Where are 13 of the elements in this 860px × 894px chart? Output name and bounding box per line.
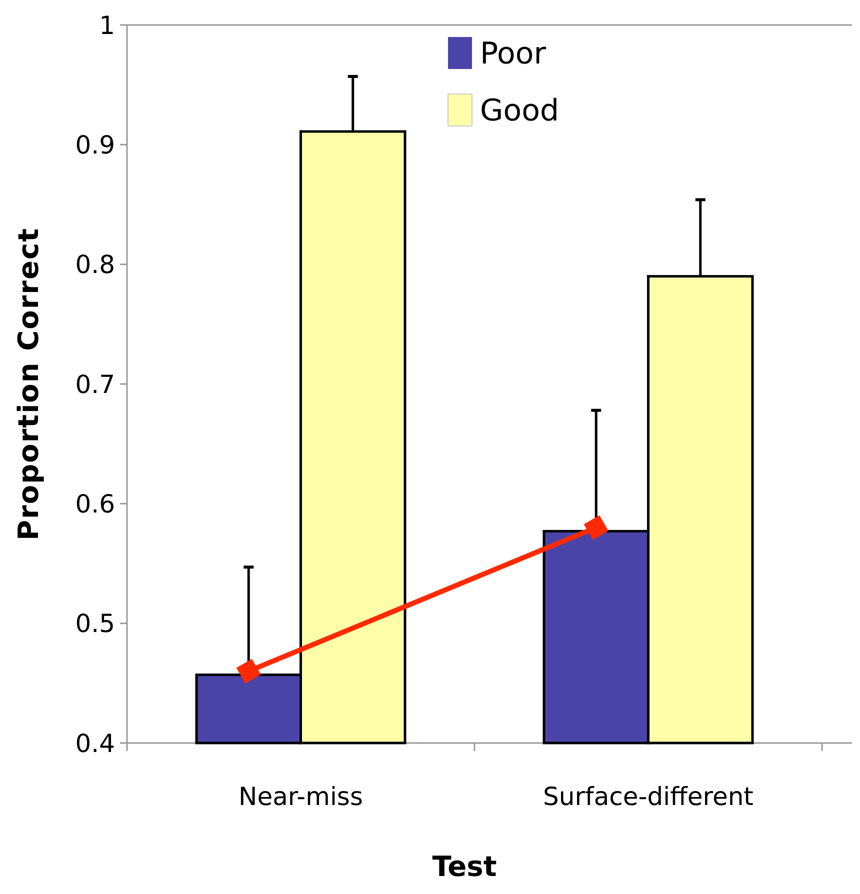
y-tick-label: 0.7: [75, 370, 115, 399]
y-axis-title: Proportion Correct: [12, 228, 45, 540]
x-axis-title: Test: [432, 850, 497, 883]
y-tick-label: 0.4: [75, 728, 115, 758]
x-tick-label: Surface-different: [543, 782, 754, 811]
legend-label: Poor: [480, 36, 547, 72]
y-tick-label: 1: [99, 10, 115, 40]
y-tick-label: 0.6: [75, 489, 115, 518]
y-tick-label: 0.8: [75, 250, 115, 280]
y-tick-label: 0.9: [75, 130, 115, 160]
y-tick-label: 0.5: [75, 609, 115, 638]
legend-label: Good: [480, 94, 559, 128]
x-tick-label: Near-miss: [238, 782, 363, 811]
